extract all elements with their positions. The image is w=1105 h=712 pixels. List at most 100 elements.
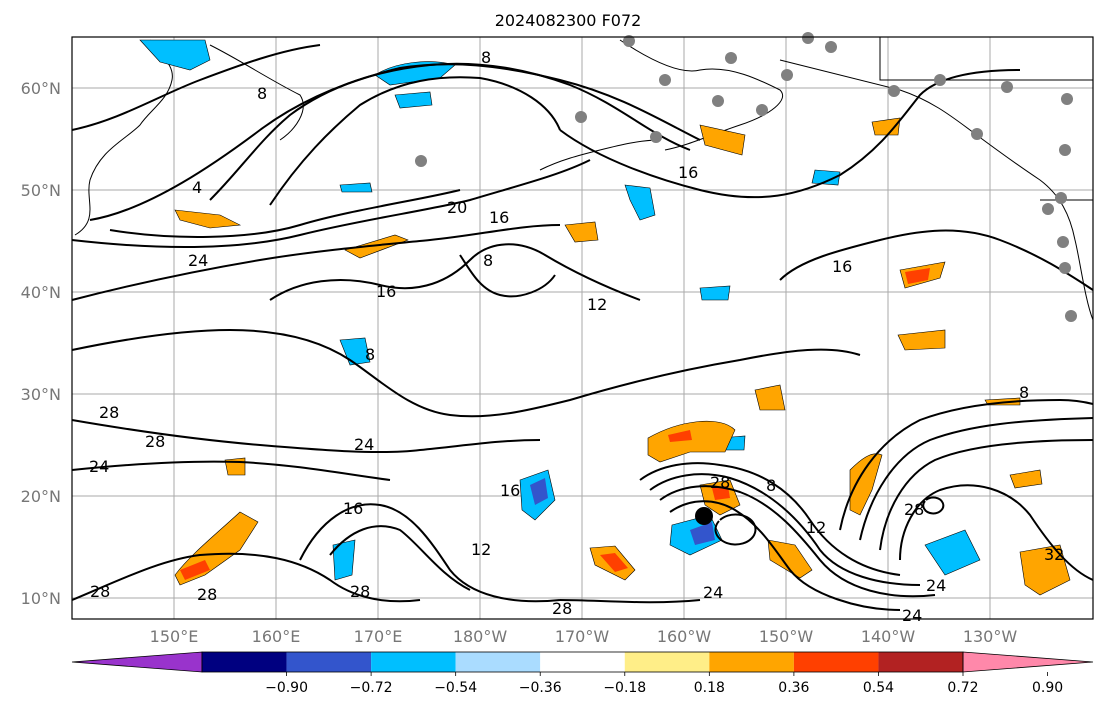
map-frame (71, 36, 1094, 620)
contour-label: 28 (904, 500, 924, 519)
coastline-alaska-south (779, 59, 1094, 321)
contour-16-mid (71, 224, 561, 301)
shade-neg-9 (924, 529, 981, 576)
colorbar-tick-label: 0.72 (947, 680, 978, 696)
contour-label: 28 (90, 582, 110, 601)
station-dot (725, 52, 737, 64)
colorbar-tick-label: −0.90 (265, 680, 308, 696)
contour-label: 24 (354, 435, 374, 454)
contour-20-storm (669, 500, 901, 611)
contour-4-north (71, 44, 321, 131)
station-dot (1059, 262, 1071, 274)
negative-shading (139, 39, 981, 581)
shade-pos-red-2 (600, 553, 628, 572)
colorbar-tick-label: 0.36 (778, 680, 809, 696)
colorbar-swatch (624, 652, 710, 672)
contour-labels: 8 8 4 20 16 16 24 28 16 8 12 16 8 24 28 … (89, 48, 1064, 625)
colorbar-tick-label: 0.18 (694, 680, 725, 696)
shade-neg-1 (139, 39, 211, 71)
coastline-siberia (209, 44, 304, 141)
station-dot (650, 131, 662, 143)
shade-pos-red-4 (905, 268, 930, 284)
contour-label: 8 (365, 345, 375, 364)
lon-label-160w: 160°W (657, 627, 712, 646)
contour-16-storm (659, 485, 936, 598)
station-dot (756, 104, 768, 116)
shade-pos-13 (871, 117, 901, 136)
station-dot (1059, 144, 1071, 156)
contour-label: 16 (343, 499, 363, 518)
lon-label-150w: 150°W (759, 627, 814, 646)
contour-label: 24 (902, 606, 922, 625)
storm-center-marker (695, 507, 713, 525)
contour-8-mid (459, 254, 556, 298)
station-dot (888, 85, 900, 97)
station-dot (1001, 81, 1013, 93)
colorbar: −0.90 −0.72 −0.54 −0.36 −0.18 0.18 0.36 0.54 0.7… (71, 651, 1094, 696)
contour-label: 12 (587, 295, 607, 314)
shade-neg-2 (374, 61, 456, 86)
contour-label: 8 (1019, 383, 1029, 402)
lat-label-40n: 40°N (21, 283, 61, 302)
map-title: 2024082300 F072 (495, 11, 642, 30)
positive-shading-red (180, 268, 930, 580)
shade-pos-15 (1009, 469, 1043, 489)
colorbar-tick-label: −0.54 (434, 680, 477, 696)
shade-neg-5 (624, 184, 656, 221)
colorbar-tick-label: −0.72 (350, 680, 393, 696)
shade-pos-16 (754, 384, 786, 411)
station-dot (781, 69, 793, 81)
shade-neg-4 (339, 182, 373, 193)
shade-pos-9 (849, 453, 883, 516)
colorbar-tick-label: −0.18 (603, 680, 646, 696)
contour-label: 16 (832, 257, 852, 276)
colorbar-swatch (540, 652, 625, 672)
latitude-labels: 60°N 50°N 40°N 30°N 20°N 10°N (21, 79, 61, 608)
colorbar-swatch (202, 652, 287, 672)
contour-label: 8 (766, 476, 776, 495)
contour-28-sw (71, 460, 391, 481)
shade-neg-dark-2 (690, 522, 715, 545)
shade-pos-3 (344, 234, 409, 259)
station-dot (802, 32, 814, 44)
negative-shading-dark (530, 478, 715, 545)
lon-label-150e: 150°E (150, 627, 199, 646)
colorbar-swatch (709, 652, 794, 672)
longitude-labels: 150°E 160°E 170°E 180°W 170°W 160°W 150°… (150, 627, 1018, 646)
shade-pos-5 (647, 420, 736, 463)
contour-8-storm-outer (639, 462, 901, 576)
station-dot (659, 74, 671, 86)
station-dot (1061, 93, 1073, 105)
contour-12-storm (649, 473, 921, 586)
map-panel: 8 8 4 20 16 16 24 28 16 8 12 16 8 24 28 … (71, 32, 1094, 625)
contour-16-jet-north (269, 76, 561, 206)
contour-label: 28 (197, 585, 217, 604)
contour-8-east-loop (839, 398, 1094, 531)
station-dot (934, 74, 946, 86)
station-dot (1065, 310, 1077, 322)
contour-label: 16 (489, 208, 509, 227)
contour-label: 16 (376, 282, 396, 301)
lat-label-30n: 30°N (21, 385, 61, 404)
shade-neg-12 (699, 285, 731, 301)
colorbar-tick-label: −0.36 (519, 680, 562, 696)
aleutian-islands (539, 139, 661, 171)
contour-12-east-loop (859, 417, 1094, 541)
contour-12-jet-north (209, 62, 691, 201)
contour-28-mid (71, 419, 541, 454)
contour-label: 8 (483, 251, 493, 270)
contour-label: 16 (500, 481, 520, 500)
colorbar-extend-low (71, 651, 203, 673)
contour-label: 28 (99, 403, 119, 422)
colorbar-swatch (286, 652, 372, 672)
coastlines (74, 37, 1094, 321)
lon-label-130w: 130°W (963, 627, 1018, 646)
contour-24-east-loop (899, 484, 1094, 581)
coastline-kamchatka (74, 39, 173, 236)
lat-label-10n: 10°N (21, 589, 61, 608)
contour-16-south (299, 503, 561, 603)
lon-label-180: 180°W (453, 627, 508, 646)
shade-pos-4 (564, 221, 599, 243)
contour-label: 16 (678, 163, 698, 182)
station-markers (415, 32, 1077, 322)
